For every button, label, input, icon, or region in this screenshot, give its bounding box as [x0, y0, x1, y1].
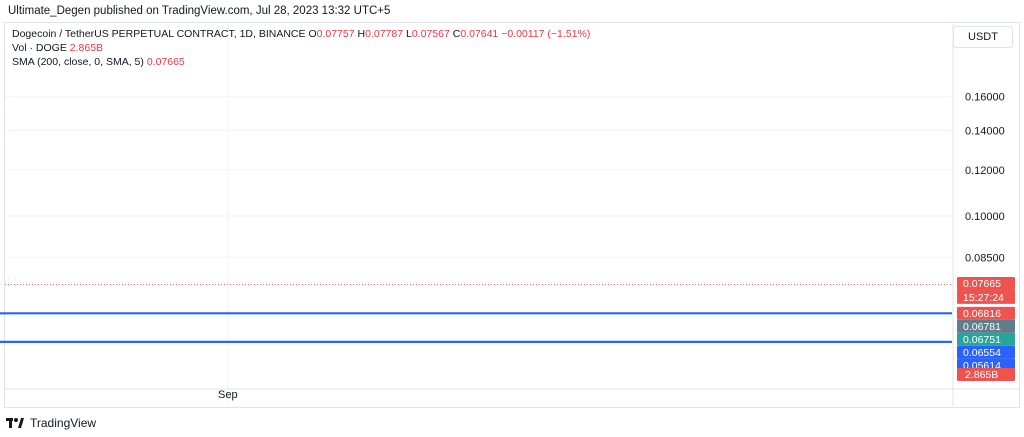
price-tick-label: 0.16000 [965, 92, 1005, 104]
price-tick-label: 0.08500 [965, 252, 1005, 264]
price-label-text: 0.06554 [963, 347, 1001, 359]
price-tick-label: 0.12000 [965, 165, 1005, 177]
price-label-text: 15:27:24 [963, 292, 1004, 304]
legend-symbol-row: Dogecoin / TetherUS PERPETUAL CONTRACT, … [12, 27, 590, 41]
publisher-line: Ultimate_Degen published on TradingView.… [8, 5, 391, 17]
chart-legend: Dogecoin / TetherUS PERPETUAL CONTRACT, … [12, 27, 590, 69]
open-value: 0.07757 [316, 28, 355, 40]
volume-value: 2.865B [69, 42, 104, 54]
price-tick-label: 0.10000 [965, 211, 1005, 223]
price-label-box [957, 290, 1015, 304]
price-label-box [957, 277, 1015, 291]
tradingview-logo-icon [6, 418, 24, 428]
price-label-text: 0.06751 [963, 334, 1001, 346]
currency-button[interactable]: USDT [953, 26, 1013, 48]
time-tick-label: Sep [218, 389, 238, 401]
high-label: H [357, 28, 366, 40]
sma-value: 0.07665 [146, 56, 185, 68]
brand-text: TradingView [30, 416, 97, 430]
footer-brand[interactable]: TradingView [6, 413, 96, 433]
volume-label-box [957, 368, 1015, 381]
legend-volume-row: Vol · DOGE 2.865B [12, 41, 590, 55]
open-label: O [308, 28, 317, 40]
price-labels: 0.076650.0764115:27:240.068160.067810.06… [957, 277, 1015, 381]
price-tick-label: 0.14000 [965, 126, 1005, 138]
volume-title[interactable]: Vol · DOGE [12, 42, 67, 54]
price-axis: 0.16000 0.14000 0.12000 0.10000 0.08500 [965, 92, 1005, 265]
symbol-title[interactable]: Dogecoin / TetherUS PERPETUAL CONTRACT, … [12, 28, 306, 40]
price-label-text: 0.07665 [963, 278, 1001, 290]
low-value: 0.07567 [411, 28, 450, 40]
price-label-box [957, 345, 1015, 359]
chart-frame [4, 22, 1020, 408]
low-label: L [405, 28, 412, 40]
sma-title[interactable]: SMA (200, close, 0, SMA, 5) [12, 56, 144, 68]
price-label-text: 0.06816 [963, 308, 1001, 320]
close-value: 0.07641 [460, 28, 499, 40]
time-axis: Sep [218, 389, 238, 401]
grid-lines [5, 24, 952, 405]
volume-label-text: 2.865B [965, 369, 998, 381]
close-label: C [452, 28, 461, 40]
price-label-box [957, 306, 1015, 320]
legend-sma-row: SMA (200, close, 0, SMA, 5) 0.07665 [12, 55, 590, 69]
publisher-header: Ultimate_Degen published on TradingView.… [0, 0, 1024, 22]
price-label-box [957, 332, 1015, 346]
change-value: −0.00117 (−1.51%) [501, 28, 591, 40]
price-label-box [957, 319, 1015, 333]
price-label-text: 0.06781 [963, 321, 1001, 333]
high-value: 0.07787 [365, 28, 404, 40]
